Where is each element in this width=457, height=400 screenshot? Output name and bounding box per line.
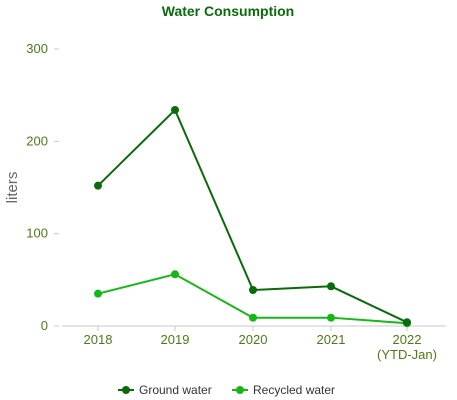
data-point[interactable] [327, 282, 335, 291]
chart-title: Water Consumption [162, 3, 294, 19]
x-axis: 2018 2019 2020 2021 2022(YTD-Jan) [84, 326, 437, 362]
y-axis-label: liters [4, 172, 21, 204]
data-point[interactable] [171, 270, 179, 279]
x-tick-label: 2022 [393, 332, 422, 347]
legend-swatch-marker [122, 386, 130, 394]
y-tick-label: 100 [26, 226, 48, 241]
data-point[interactable] [249, 313, 257, 322]
y-tick-label: 0 [41, 318, 48, 333]
x-tick-label: 2018 [84, 332, 113, 347]
y-tick-label: 200 [26, 133, 48, 148]
legend-item[interactable]: Recycled water [232, 383, 335, 397]
data-point[interactable] [249, 285, 257, 294]
x-tick-label: 2019 [161, 332, 190, 347]
data-point[interactable] [171, 105, 179, 114]
series-layer [94, 105, 411, 328]
data-point[interactable] [94, 181, 102, 190]
legend-item[interactable]: Ground water [118, 383, 212, 397]
data-point[interactable] [327, 313, 335, 322]
legend: Ground water Recycled water [118, 383, 335, 397]
data-point[interactable] [94, 289, 102, 298]
x-tick-label: 2021 [317, 332, 346, 347]
series-ground-water [94, 105, 411, 327]
data-point[interactable] [403, 318, 411, 327]
x-tick-label: 2020 [239, 332, 268, 347]
legend-label: Ground water [139, 383, 212, 397]
legend-swatch-marker [236, 386, 244, 394]
x-tick-sublabel: (YTD-Jan) [377, 347, 437, 362]
y-axis: 0 100 200 300 [26, 41, 59, 333]
legend-label: Recycled water [253, 383, 335, 397]
series-recycled-water [94, 270, 411, 328]
y-tick-label: 300 [26, 41, 48, 56]
